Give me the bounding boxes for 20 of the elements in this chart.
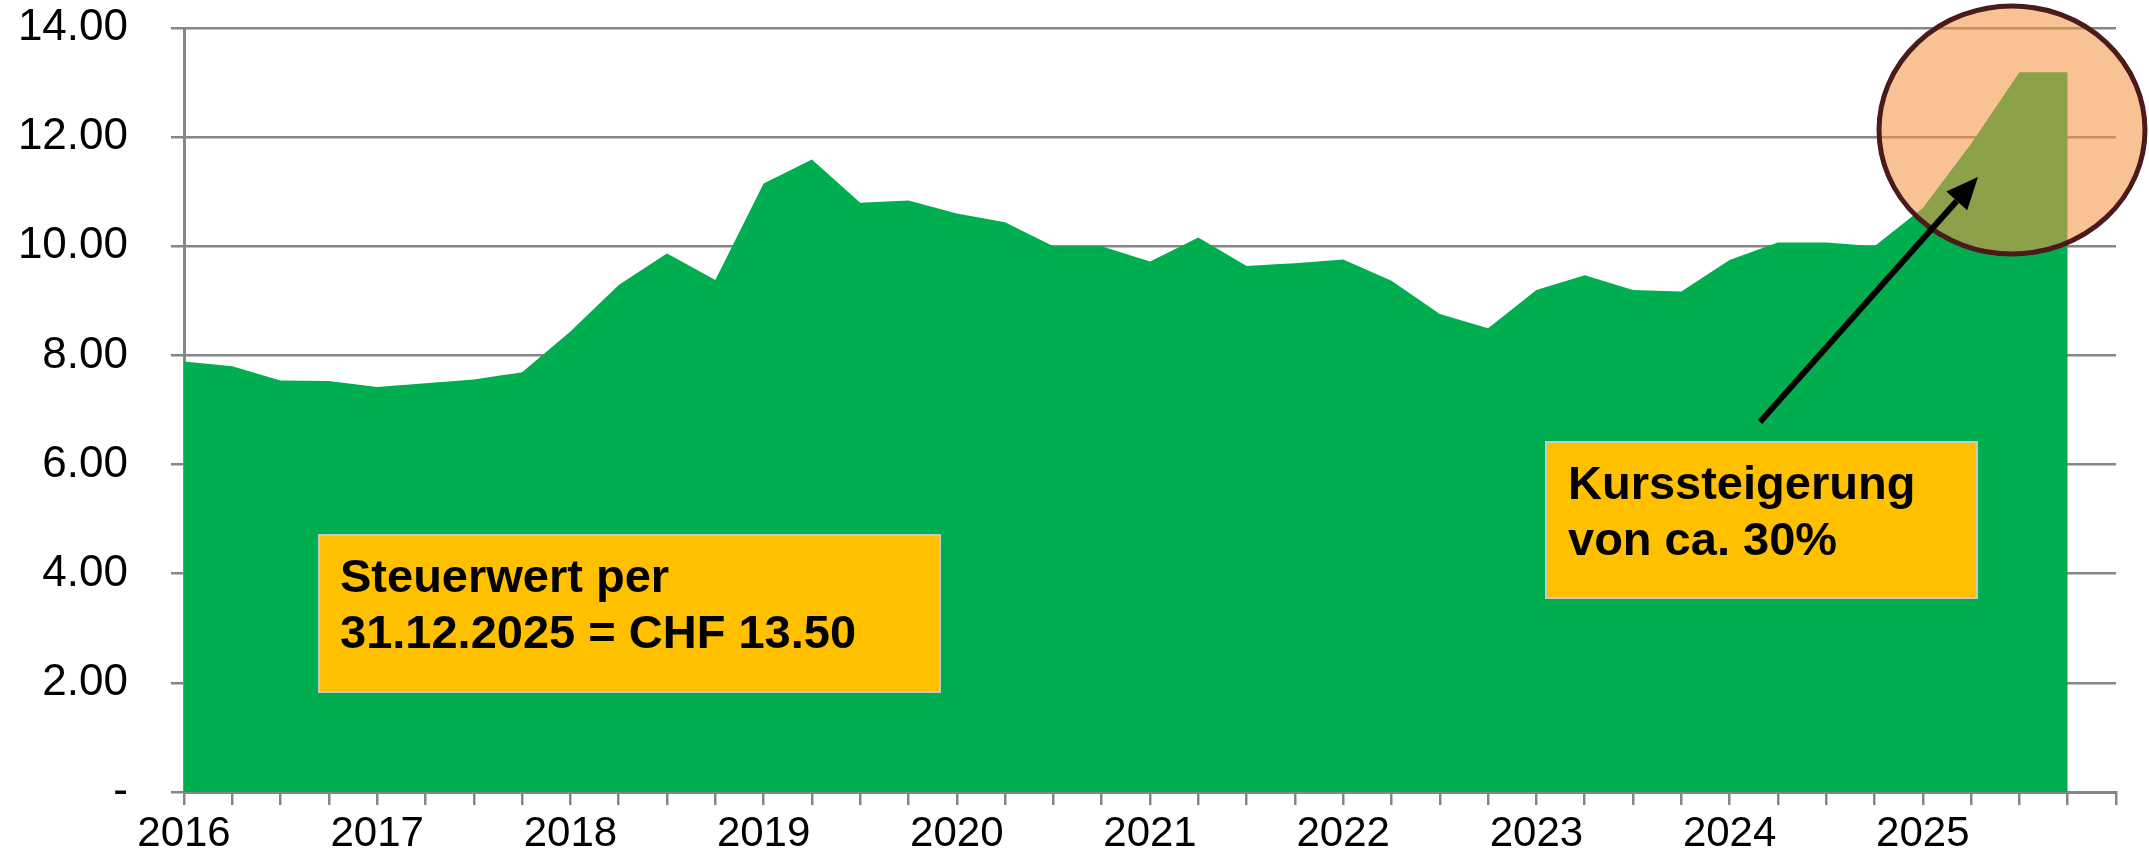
y-tick-label: 8.00 [42, 327, 128, 377]
y-tick-label: - [113, 764, 128, 814]
y-tick-label: 14.00 [17, 0, 128, 50]
x-tick-label: 2016 [137, 807, 231, 855]
y-tick-label: 4.00 [42, 545, 128, 595]
x-tick-label: 2020 [910, 807, 1004, 855]
y-tick-label: 6.00 [42, 436, 128, 486]
annotation: Steuerwert per 31.12.2025 = CHF 13.50 [340, 548, 858, 660]
x-tick-label: 2021 [1103, 807, 1197, 855]
x-tick-label: 2019 [716, 807, 811, 855]
x-tick-label: 2017 [330, 807, 424, 855]
x-tick-label: 2023 [1489, 807, 1584, 855]
y-tick-label: 12.00 [17, 109, 128, 159]
y-tick-label: 10.00 [17, 218, 128, 268]
x-tick-label: 2018 [523, 807, 618, 855]
annotation: Kurssteigerung von ca. 30% [1568, 455, 1917, 567]
x-tick-label: 2022 [1296, 807, 1390, 855]
y-tick-label: 2.00 [42, 655, 128, 704]
x-tick-label: 2024 [1682, 807, 1777, 855]
x-tick-label: 2025 [1876, 807, 1970, 855]
